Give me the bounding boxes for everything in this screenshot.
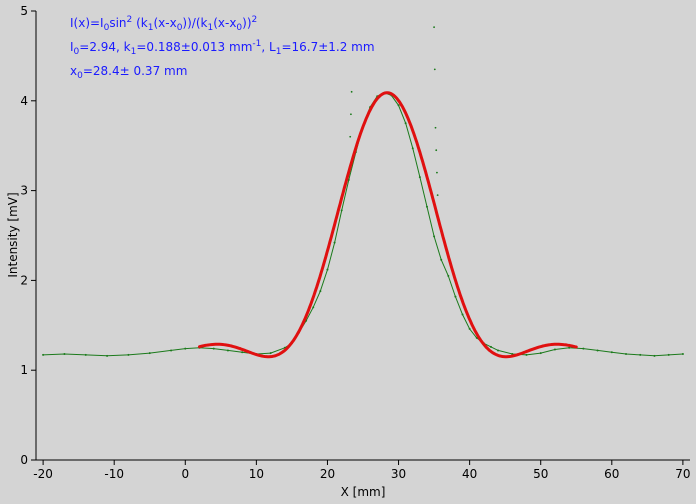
x-tick-label: 50 xyxy=(533,467,548,481)
annotation-line-1: I(x)=I0sin2 (k1(x-x0))/(k1(x-x0))2 xyxy=(70,15,257,33)
measured-point xyxy=(447,274,450,277)
measured-point xyxy=(418,176,421,179)
measured-point xyxy=(667,353,670,356)
x-tick-label: 0 xyxy=(181,467,189,481)
measured-series xyxy=(42,91,684,357)
measured-point xyxy=(433,235,436,238)
x-tick-label: 10 xyxy=(249,467,264,481)
x-tick-label: 40 xyxy=(462,467,477,481)
measured-point xyxy=(333,241,336,244)
measured-point xyxy=(425,205,428,208)
outlier-point xyxy=(350,113,352,116)
outlier-point xyxy=(433,68,436,71)
measured-outliers-series xyxy=(349,26,439,196)
x-tick-label: 60 xyxy=(604,467,619,481)
measured-point xyxy=(84,353,87,356)
outlier-point xyxy=(436,194,439,196)
measured-point xyxy=(170,349,173,352)
x-tick-label: 70 xyxy=(675,467,690,481)
x-tick-label: -10 xyxy=(104,467,124,481)
measured-point xyxy=(319,290,322,293)
measured-point xyxy=(625,353,628,356)
outlier-point xyxy=(435,149,438,152)
measured-point xyxy=(397,104,400,107)
outlier-point xyxy=(349,135,352,138)
y-tick-label: 0 xyxy=(20,453,28,467)
x-tick-label: 20 xyxy=(320,467,335,481)
outlier-point xyxy=(436,171,438,174)
y-tick-label: 5 xyxy=(20,4,28,18)
measured-point xyxy=(582,347,585,350)
measured-point xyxy=(454,295,457,298)
measured-point xyxy=(440,258,443,261)
measured-point xyxy=(340,209,343,212)
measured-point xyxy=(539,352,542,355)
x-tick-label: 30 xyxy=(391,467,406,481)
measured-point xyxy=(568,346,571,349)
measured-point xyxy=(411,147,414,150)
measured-point xyxy=(127,353,130,356)
measured-point xyxy=(497,349,500,352)
y-tick-label: 1 xyxy=(20,363,28,377)
measured-point xyxy=(269,352,272,355)
y-tick-label: 2 xyxy=(20,273,28,287)
measured-point xyxy=(148,352,151,355)
x-ticks: -20 -10 0 10 20 30 40 50 60 70 xyxy=(33,460,691,481)
outlier-point xyxy=(433,26,435,29)
measured-point xyxy=(404,122,407,125)
measured-point xyxy=(461,313,464,316)
measured-point xyxy=(553,348,556,351)
measured-point xyxy=(226,349,229,352)
measured-point xyxy=(653,354,656,357)
measured-point xyxy=(610,351,613,354)
y-tick-label: 3 xyxy=(20,184,28,198)
y-ticks: 0 1 2 3 4 5 xyxy=(20,4,36,467)
axes xyxy=(35,11,690,461)
measured-point xyxy=(212,347,215,350)
measured-point xyxy=(184,347,187,350)
measured-point xyxy=(106,354,109,357)
outlier-point xyxy=(434,126,437,129)
measured-point xyxy=(326,268,329,271)
outlier-point xyxy=(350,90,353,93)
x-axis-title: X [mm] xyxy=(341,485,386,499)
measured-line xyxy=(43,92,683,357)
measured-point xyxy=(525,353,528,356)
fit-annotation: I(x)=I0sin2 (k1(x-x0))/(k1(x-x0))2 I0=2.… xyxy=(70,15,375,81)
measured-point xyxy=(312,306,315,309)
x-tick-label: -20 xyxy=(33,467,53,481)
annotation-line-3: x0=28.4± 0.37 mm xyxy=(70,64,187,81)
measured-point xyxy=(489,345,492,348)
measured-point xyxy=(241,351,244,354)
measured-point xyxy=(596,349,599,352)
fit-series xyxy=(198,91,578,359)
annotation-line-2: I0=2.94, k1=0.188±0.013 mm-1, L1=16.7±1.… xyxy=(70,39,375,57)
measured-point xyxy=(681,353,684,356)
measured-point xyxy=(639,353,642,356)
measured-point xyxy=(63,353,66,356)
fit-curve xyxy=(198,91,578,359)
measured-point xyxy=(42,353,45,356)
y-axis-title: Intensity [mV] xyxy=(6,192,20,277)
measured-point xyxy=(468,327,471,330)
y-tick-label: 4 xyxy=(20,94,28,108)
measured-point xyxy=(347,178,350,181)
